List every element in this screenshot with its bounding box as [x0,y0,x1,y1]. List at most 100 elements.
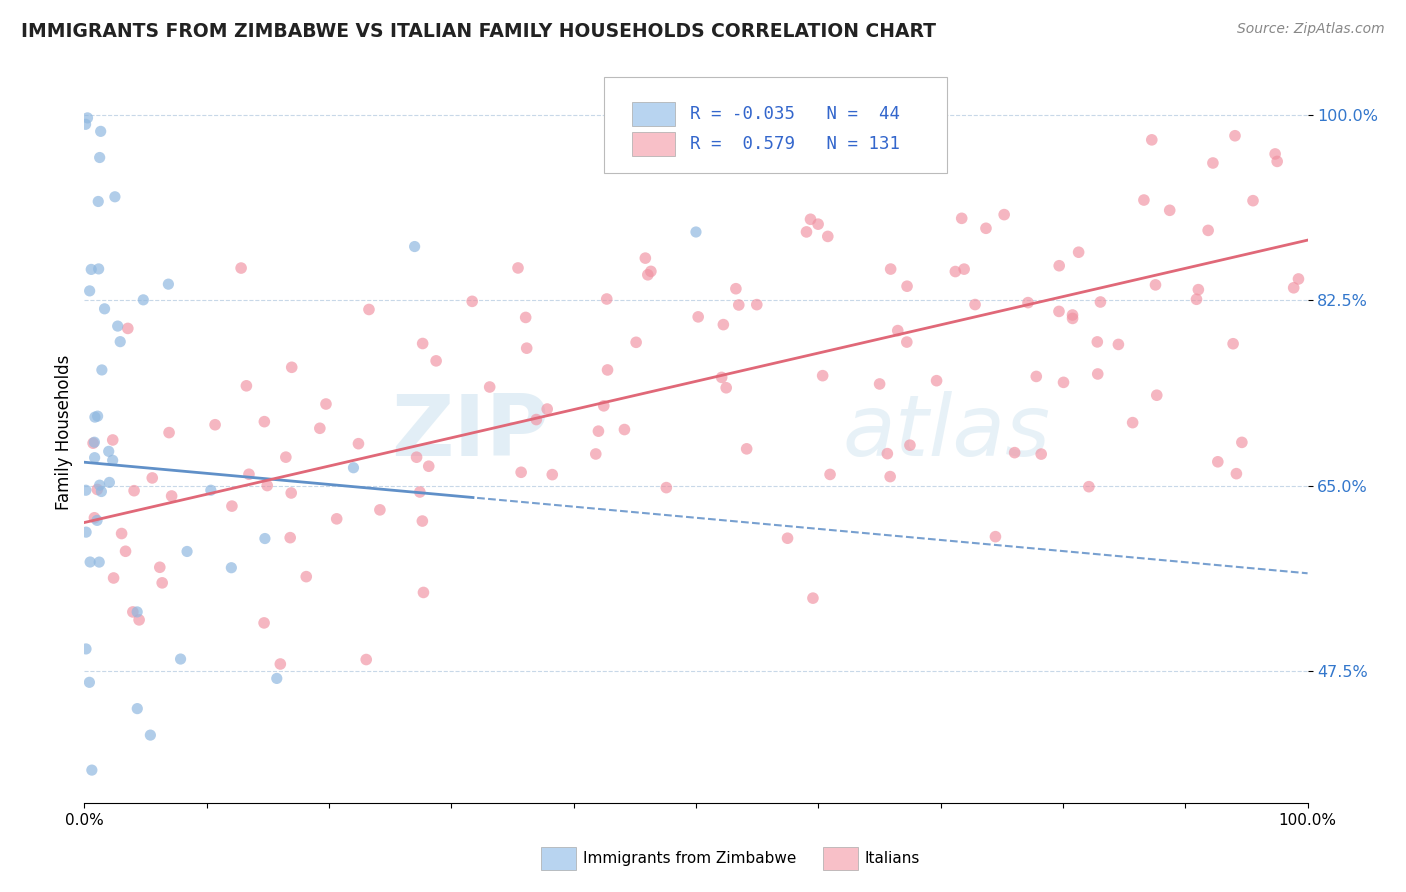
Point [127,701,149,715]
Point [896,334,918,349]
Point [506,260,529,275]
Point [896,279,918,293]
Point [984,530,1007,544]
Point [139,728,162,742]
Point [315,397,337,411]
Point [108,334,131,349]
Point [83,450,105,465]
Text: R =  0.579   N = 131: R = 0.579 N = 131 [690,135,900,153]
Point [412,585,434,599]
Point [84,410,107,425]
Point [221,560,243,574]
Point [89,555,111,569]
Point [409,485,432,500]
Point [405,450,427,465]
Point [238,467,260,482]
Point [541,467,564,482]
Point [149,560,172,574]
Point [1062,308,1084,322]
Point [253,615,276,630]
Point [83,435,105,450]
Point [308,421,330,435]
Point [117,321,139,335]
Point [110,526,132,541]
Point [86,409,108,424]
Point [1230,435,1253,450]
Point [1067,245,1090,260]
Point [1077,480,1099,494]
Point [1107,337,1129,351]
Point [1062,311,1084,326]
Point [86,513,108,527]
Point [898,438,921,452]
Point [596,363,619,377]
Point [953,262,976,277]
Point [86,483,108,497]
Point [176,544,198,558]
Point [817,229,839,244]
Point [950,211,973,226]
Point [1085,334,1108,349]
Point [425,354,447,368]
Point [75,483,97,498]
Point [1017,295,1039,310]
Point [90,484,112,499]
Point [274,450,297,464]
Point [1052,376,1074,390]
Point [799,212,821,227]
Point [596,292,619,306]
Point [97,444,120,458]
Point [1159,203,1181,218]
Point [1144,277,1167,292]
Point [640,264,662,278]
Point [710,370,733,384]
Point [711,318,734,332]
Point [90,124,112,138]
Text: Source: ZipAtlas.com: Source: ZipAtlas.com [1237,22,1385,37]
Point [515,310,537,325]
Point [114,544,136,558]
Point [280,360,302,375]
Point [295,569,318,583]
Point [993,208,1015,222]
Point [368,503,391,517]
Point [592,399,614,413]
Point [1222,336,1244,351]
Point [716,381,738,395]
Point [357,302,380,317]
Point [818,467,841,482]
Point [229,261,252,276]
Point [200,483,222,498]
Point [80,262,103,277]
Point [974,221,997,235]
Point [1047,304,1070,318]
Point [76,111,98,125]
Point [688,310,710,324]
Point [98,475,121,490]
Point [235,379,257,393]
Point [1206,455,1229,469]
Point [278,531,301,545]
Point [588,424,610,438]
Point [1282,281,1305,295]
Point [637,268,659,282]
Point [724,282,747,296]
Point [1122,416,1144,430]
Point [876,447,898,461]
Point [869,376,891,391]
Point [796,225,818,239]
Point [160,489,183,503]
Point [510,465,533,479]
Point [1025,369,1047,384]
Point [1288,272,1310,286]
Point [101,433,124,447]
Point [685,225,707,239]
Point [478,380,501,394]
Point [516,341,538,355]
Point [1202,156,1225,170]
Point [141,471,163,485]
Point [418,459,440,474]
Point [87,194,110,209]
Point [80,763,103,777]
Point [613,423,636,437]
